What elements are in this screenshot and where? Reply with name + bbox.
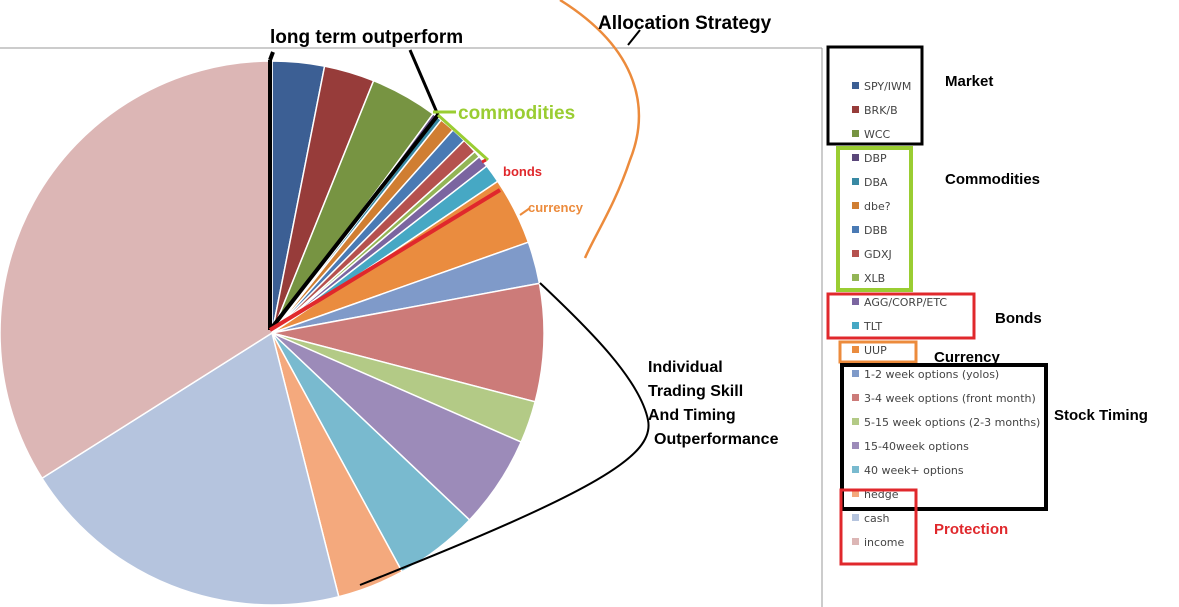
stock-timing-group-title: Stock Timing	[1054, 407, 1148, 424]
bonds-red-line	[268, 188, 502, 332]
legend-label-dbb: DBB	[864, 224, 888, 237]
pie-slice-income	[0, 60, 273, 480]
bonds-tick	[481, 158, 487, 164]
market-group-box	[826, 45, 924, 146]
legend-swatch-gdxj	[852, 250, 859, 257]
legend-swatch-3-4-week-options-front-month	[852, 394, 859, 401]
currency-group-title: Currency	[934, 349, 1001, 366]
allocation-strategy-pointer	[627, 29, 641, 46]
legend-swatch-spy-iwm	[852, 82, 859, 89]
long-term-pointer	[408, 49, 440, 116]
legend-swatch-15-40week-options	[852, 442, 859, 449]
legend-label-dbp: DBP	[864, 152, 887, 165]
individual-label-line-3: And Timing	[648, 407, 736, 424]
individual-label-line-1: Individual	[648, 359, 723, 376]
long-term-left-hook	[268, 51, 275, 61]
protection-group-title: Protection	[934, 521, 1008, 538]
legend-swatch-hedge	[852, 490, 859, 497]
pie-slice-cash	[40, 331, 340, 606]
bonds-group-title: Bonds	[995, 310, 1042, 327]
individual-label-line-4: Outperformance	[654, 431, 779, 448]
individual-label-line-2: Trading Skill	[648, 383, 743, 400]
legend-swatch-xlb	[852, 274, 859, 281]
legend-swatch-5-15-week-options-2-3-months	[852, 418, 859, 425]
legend-swatch-cash	[852, 514, 859, 521]
legend-swatch-dbe	[852, 202, 859, 209]
long-term-label: long term outperform	[270, 27, 463, 48]
legend-swatch-uup	[852, 346, 859, 353]
individual-skill-brace	[359, 282, 650, 586]
legend-swatch-agg-corp-etc	[852, 298, 859, 305]
commodities-group-title: Commodities	[945, 171, 1040, 188]
allocation-strategy-label: Allocation Strategy	[598, 13, 772, 34]
bonds-group-box	[826, 292, 976, 340]
legend-swatch-40-week-options	[852, 466, 859, 473]
legend-label-dba: DBA	[864, 176, 888, 189]
stock-timing-group-box	[840, 363, 1048, 511]
legend-label-cash: cash	[864, 512, 890, 525]
legend-label-3-4-week-options-front-month: 3-4 week options (front month)	[864, 392, 1036, 405]
long-term-right-line	[268, 113, 440, 332]
legend-swatch-brk-b	[852, 106, 859, 113]
commodities-pie-label: commodities	[458, 103, 575, 124]
legend-label-15-40week-options: 15-40week options	[864, 440, 969, 453]
legend-label-40-week-options: 40 week+ options	[864, 464, 964, 477]
currency-pie-label: currency	[528, 200, 584, 215]
legend-label-agg-corp-etc: AGG/CORP/ETC	[864, 296, 947, 309]
legend-swatch-income	[852, 538, 859, 545]
commodities-group-box	[836, 146, 913, 292]
legend-swatch-1-2-week-options-yolos	[852, 370, 859, 377]
market-group-title: Market	[945, 73, 993, 90]
legend-label-spy-iwm: SPY/IWM	[864, 80, 911, 93]
legend-label-brk-b: BRK/B	[864, 104, 898, 117]
legend-swatch-dba	[852, 178, 859, 185]
legend-label-uup: UUP	[864, 344, 887, 357]
legend-label-income: income	[864, 536, 905, 549]
legend-label-1-2-week-options-yolos: 1-2 week options (yolos)	[864, 368, 999, 381]
legend-label-wcc: WCC	[864, 128, 891, 141]
legend-swatch-wcc	[852, 130, 859, 137]
bonds-pie-label: bonds	[503, 164, 542, 179]
legend-swatch-dbp	[852, 154, 859, 161]
legend-label-5-15-week-options-2-3-months: 5-15 week options (2-3 months)	[864, 416, 1040, 429]
currency-pointer	[519, 207, 531, 216]
legend-label-tlt: TLT	[863, 320, 882, 333]
legend-label-dbe: dbe?	[864, 200, 891, 213]
legend-swatch-tlt	[852, 322, 859, 329]
pie-slice-3-4-week-options-front-month	[271, 282, 545, 403]
currency-group-box	[838, 340, 918, 364]
legend-label-xlb: XLB	[864, 272, 885, 285]
legend-label-gdxj: GDXJ	[864, 248, 892, 261]
legend-swatch-dbb	[852, 226, 859, 233]
pie-slices	[0, 60, 545, 606]
commodities-bracket-line	[436, 113, 490, 162]
allocation-strategy-arc	[559, 0, 641, 259]
protection-group-box	[839, 488, 918, 566]
